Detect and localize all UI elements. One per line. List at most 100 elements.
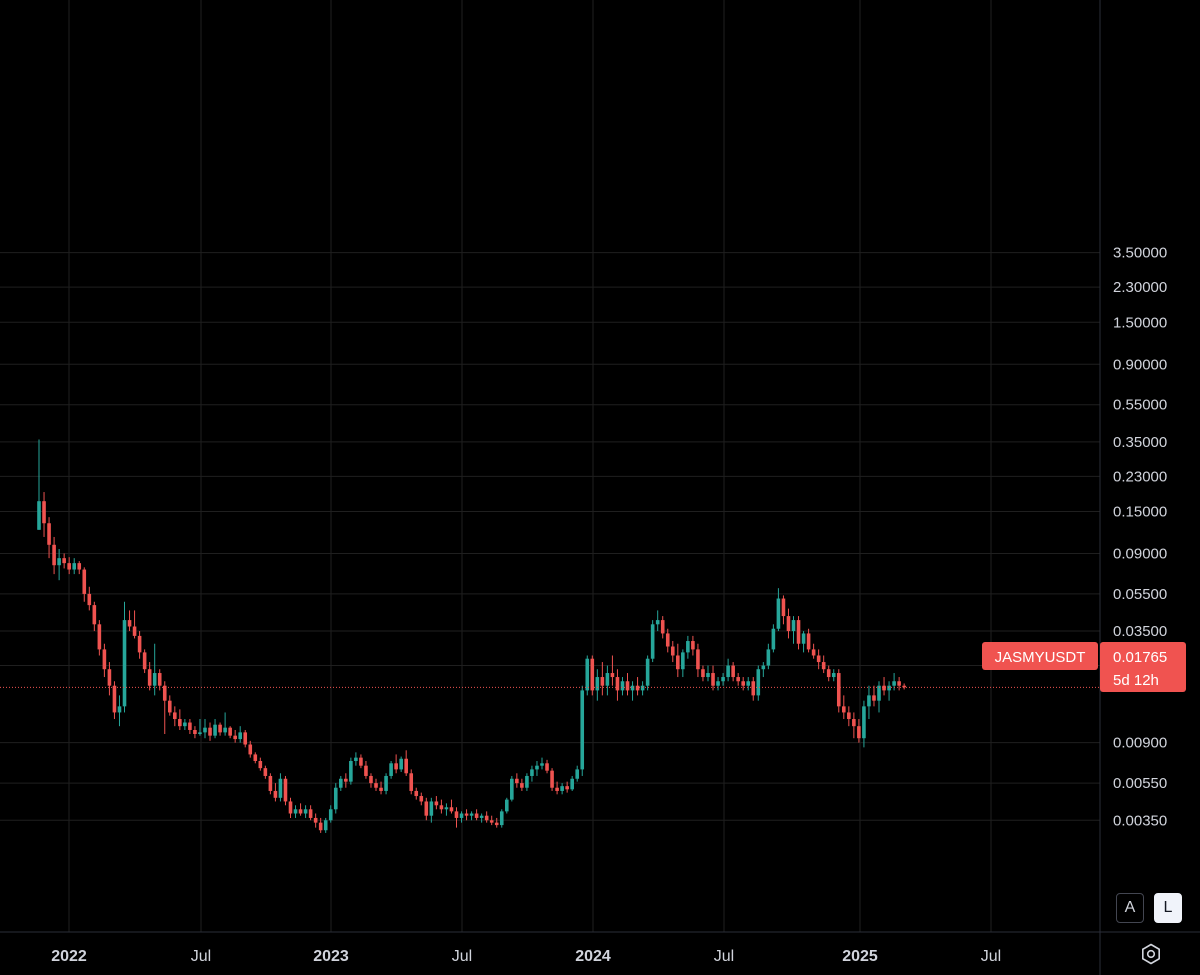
candle xyxy=(545,759,549,774)
candle xyxy=(665,628,670,653)
x-tick-label: Jul xyxy=(452,948,472,965)
candle xyxy=(791,616,796,644)
candle xyxy=(796,616,801,650)
y-tick-label: 3.50000 xyxy=(1113,245,1167,262)
candle xyxy=(721,673,725,686)
x-tick-label: 2024 xyxy=(575,948,611,965)
time-axis[interactable]: 2022 Jul 2023 Jul 2024 Jul 2025 Jul xyxy=(51,948,1001,965)
y-tick-label: 0.55000 xyxy=(1113,397,1167,414)
candle xyxy=(132,610,137,639)
last-price-badge: 0.01765 5d 12h xyxy=(1100,642,1186,692)
candle xyxy=(142,649,147,674)
candle xyxy=(429,797,434,823)
candle xyxy=(560,783,564,795)
candle xyxy=(826,665,831,682)
candle xyxy=(540,757,544,770)
candle xyxy=(233,729,237,743)
candle xyxy=(308,805,313,821)
candle xyxy=(555,781,559,795)
candle xyxy=(77,561,82,575)
candle xyxy=(610,655,615,686)
candle xyxy=(550,768,554,791)
log-scale-button[interactable]: L xyxy=(1154,893,1182,923)
candle xyxy=(193,726,197,739)
candle xyxy=(867,685,871,720)
candle xyxy=(127,610,132,632)
candle xyxy=(504,797,509,814)
candle xyxy=(640,681,645,696)
candle xyxy=(434,796,439,810)
candle xyxy=(454,807,459,828)
candle xyxy=(847,706,851,727)
candle xyxy=(354,752,358,766)
candle xyxy=(821,655,826,674)
candle xyxy=(882,677,886,696)
candle xyxy=(228,726,232,739)
candle xyxy=(585,655,590,696)
candle xyxy=(102,643,107,678)
candle xyxy=(198,719,202,736)
candle xyxy=(811,643,816,659)
y-tick-label: 0.00350 xyxy=(1113,812,1167,829)
candle xyxy=(620,677,625,696)
candle xyxy=(349,757,353,785)
candle xyxy=(82,567,87,602)
candle xyxy=(359,754,363,769)
candle xyxy=(178,709,182,730)
candle xyxy=(414,787,419,800)
x-tick-label: Jul xyxy=(714,948,734,965)
candle xyxy=(726,658,730,682)
candle xyxy=(630,681,635,701)
candle xyxy=(525,773,529,791)
candle xyxy=(570,775,574,791)
candle xyxy=(484,811,489,823)
candle xyxy=(424,797,429,821)
candle xyxy=(263,765,268,779)
candle xyxy=(243,729,248,748)
auto-scale-button[interactable]: A xyxy=(1116,893,1144,923)
candle xyxy=(258,757,263,771)
candle xyxy=(147,662,152,691)
candle xyxy=(857,719,861,743)
candle xyxy=(57,549,61,581)
y-tick-label: 0.15000 xyxy=(1113,503,1167,520)
y-tick-label: 0.35000 xyxy=(1113,434,1167,451)
candle xyxy=(298,803,303,816)
x-tick-label: 2022 xyxy=(51,948,87,965)
candle xyxy=(761,662,766,678)
candle xyxy=(600,662,605,696)
candle xyxy=(711,665,715,691)
candle xyxy=(605,665,610,696)
candle xyxy=(756,665,761,701)
candle xyxy=(580,685,585,776)
candle xyxy=(449,799,454,814)
candle xyxy=(223,712,227,736)
candle xyxy=(47,517,51,559)
candle xyxy=(816,649,821,670)
candle xyxy=(479,813,484,823)
settings-icon[interactable] xyxy=(1139,942,1163,966)
last-price-value: 0.01765 xyxy=(1113,649,1167,666)
candle xyxy=(686,635,690,659)
candle xyxy=(676,643,680,678)
candle xyxy=(188,719,192,734)
candle xyxy=(625,673,630,696)
candle xyxy=(862,700,866,748)
candle xyxy=(323,817,328,833)
candle xyxy=(595,669,600,701)
candle xyxy=(776,588,781,632)
candle xyxy=(183,719,187,730)
price-axis[interactable]: 3.50000 2.30000 1.50000 0.90000 0.55000 0.350… xyxy=(1113,245,1167,830)
candles xyxy=(37,439,906,833)
candle xyxy=(37,439,41,530)
bar-countdown: 5d 12h xyxy=(1113,672,1159,689)
candle xyxy=(384,773,388,795)
candle xyxy=(253,752,258,764)
candle xyxy=(92,601,97,632)
candle xyxy=(328,805,333,823)
candle xyxy=(530,765,534,782)
candle xyxy=(489,815,494,826)
candle xyxy=(67,557,71,575)
